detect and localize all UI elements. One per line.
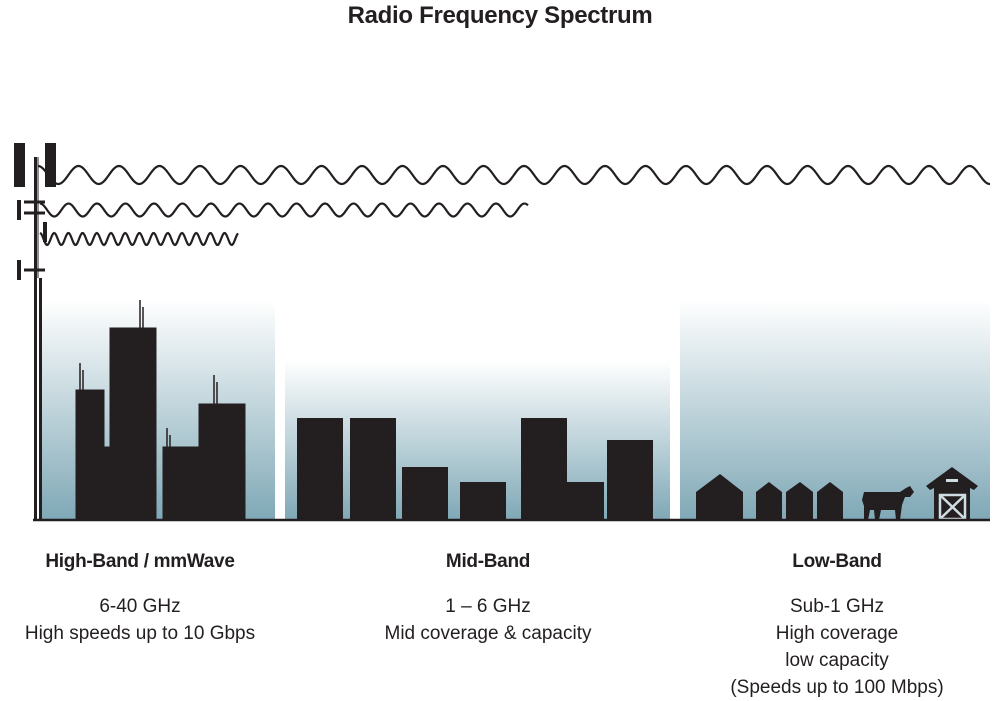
band-frequency: 6-40 GHz [99, 596, 181, 617]
high-band-label: High-Band / mmWave 6-40 GHz High speeds … [0, 548, 290, 647]
band-name: Mid-Band [445, 551, 531, 572]
band-frequency: 1 – 6 GHz [445, 596, 531, 617]
diagram-title: Radio Frequency Spectrum [347, 2, 653, 29]
city-buildings-icon [75, 300, 246, 521]
mid-band-wave [39, 202, 529, 218]
band-name: Low-Band [792, 551, 882, 572]
barn-icon [926, 467, 978, 521]
houses-icon [696, 474, 843, 520]
suburban-buildings-icon [297, 418, 653, 520]
band-description: low capacity [785, 650, 889, 671]
band-description: (Speeds up to 100 Mbps) [730, 677, 944, 698]
band-description: Mid coverage & capacity [384, 623, 592, 644]
mid-band-label: Mid-Band 1 – 6 GHz Mid coverage & capaci… [338, 548, 638, 647]
band-description: High coverage [775, 623, 899, 644]
band-name: High-Band / mmWave [45, 551, 235, 572]
cow-icon [862, 486, 914, 520]
high-band-wave [39, 231, 239, 247]
band-description: High speeds up to 10 Gbps [24, 623, 256, 644]
cell-tower-icon [14, 143, 56, 520]
band-frequency: Sub-1 GHz [790, 596, 884, 617]
low-band-label: Low-Band Sub-1 GHz High coverage low cap… [687, 548, 987, 701]
low-band-wave [37, 164, 991, 186]
